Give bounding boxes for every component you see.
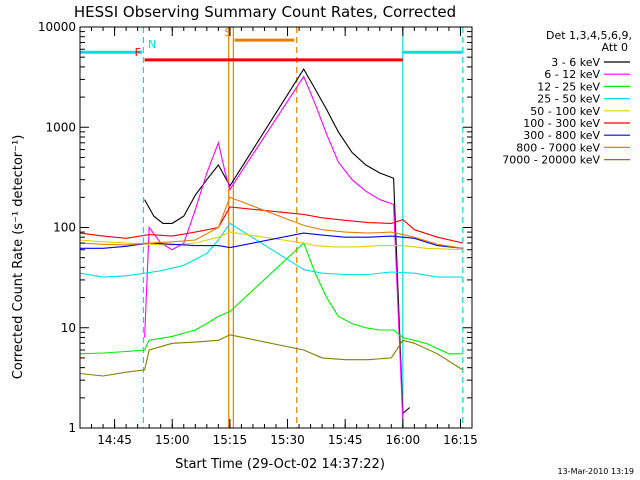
- legend-label-8: 7000 - 20000 keV: [502, 154, 600, 167]
- series-line-8: [79, 334, 464, 377]
- legend-label-2: 12 - 25 keV: [537, 80, 600, 93]
- flag-label-n: N: [148, 38, 156, 51]
- x-tick-label-5: 16:00: [386, 433, 421, 447]
- series-line-7: [79, 196, 463, 249]
- x-axis: 14:45 15:00 15:15 15:30 15:45 16:00 16:15: [91, 27, 478, 447]
- series-line-0: [144, 68, 411, 415]
- series-line-5: [79, 206, 463, 244]
- legend-label-4: 50 - 100 keV: [530, 105, 600, 118]
- x-tick-label-3: 15:30: [270, 433, 305, 447]
- x-tick-label-6: 16:15: [443, 433, 478, 447]
- x-axis-label: Start Time (29-Oct-02 14:37:22): [175, 457, 385, 472]
- chart-title: HESSI Observing Summary Count Rates, Cor…: [74, 3, 456, 21]
- series-line-6: [80, 232, 463, 249]
- y-axis-label: Corrected Count Rate (s⁻¹ detector⁻¹): [11, 135, 26, 380]
- legend-label-5: 100 - 300 keV: [523, 117, 600, 130]
- series-line-1: [144, 75, 404, 421]
- series-line-3: [79, 222, 463, 278]
- flag-label-f: F: [135, 46, 141, 59]
- y-tick-label-0: 1: [68, 421, 76, 435]
- footer-timestamp: 13-Mar-2010 13:19: [558, 467, 635, 476]
- x-tick-label-2: 15:15: [213, 433, 248, 447]
- y-tick-label-1: 10: [61, 321, 76, 335]
- legend-label-3: 25 - 50 keV: [537, 93, 600, 106]
- x-tick-label-0: 14:45: [97, 433, 132, 447]
- legend-label-0: 3 - 6 keV: [551, 56, 600, 69]
- legend-label-7: 800 - 7000 keV: [516, 141, 600, 154]
- legend-header-line2: Att 0: [602, 41, 628, 54]
- x-tick-label-1: 15:00: [155, 433, 190, 447]
- plot-frame: [79, 26, 473, 429]
- flag-label-s: S: [224, 26, 231, 39]
- series-line-2: [79, 242, 463, 355]
- legend-label-6: 300 - 800 keV: [523, 129, 600, 142]
- legend-label-1: 6 - 12 keV: [544, 68, 600, 81]
- plot-area: N S F: [79, 26, 473, 429]
- y-axis: 1 10 100 1000 10000: [38, 20, 472, 435]
- y-tick-label-3: 1000: [45, 120, 76, 134]
- legend-header-line1: Det 1,3,4,5,6,9,: [546, 29, 632, 42]
- x-tick-label-4: 15:45: [328, 433, 363, 447]
- y-tick-label-2: 100: [53, 221, 76, 235]
- y-tick-label-4: 10000: [38, 20, 76, 34]
